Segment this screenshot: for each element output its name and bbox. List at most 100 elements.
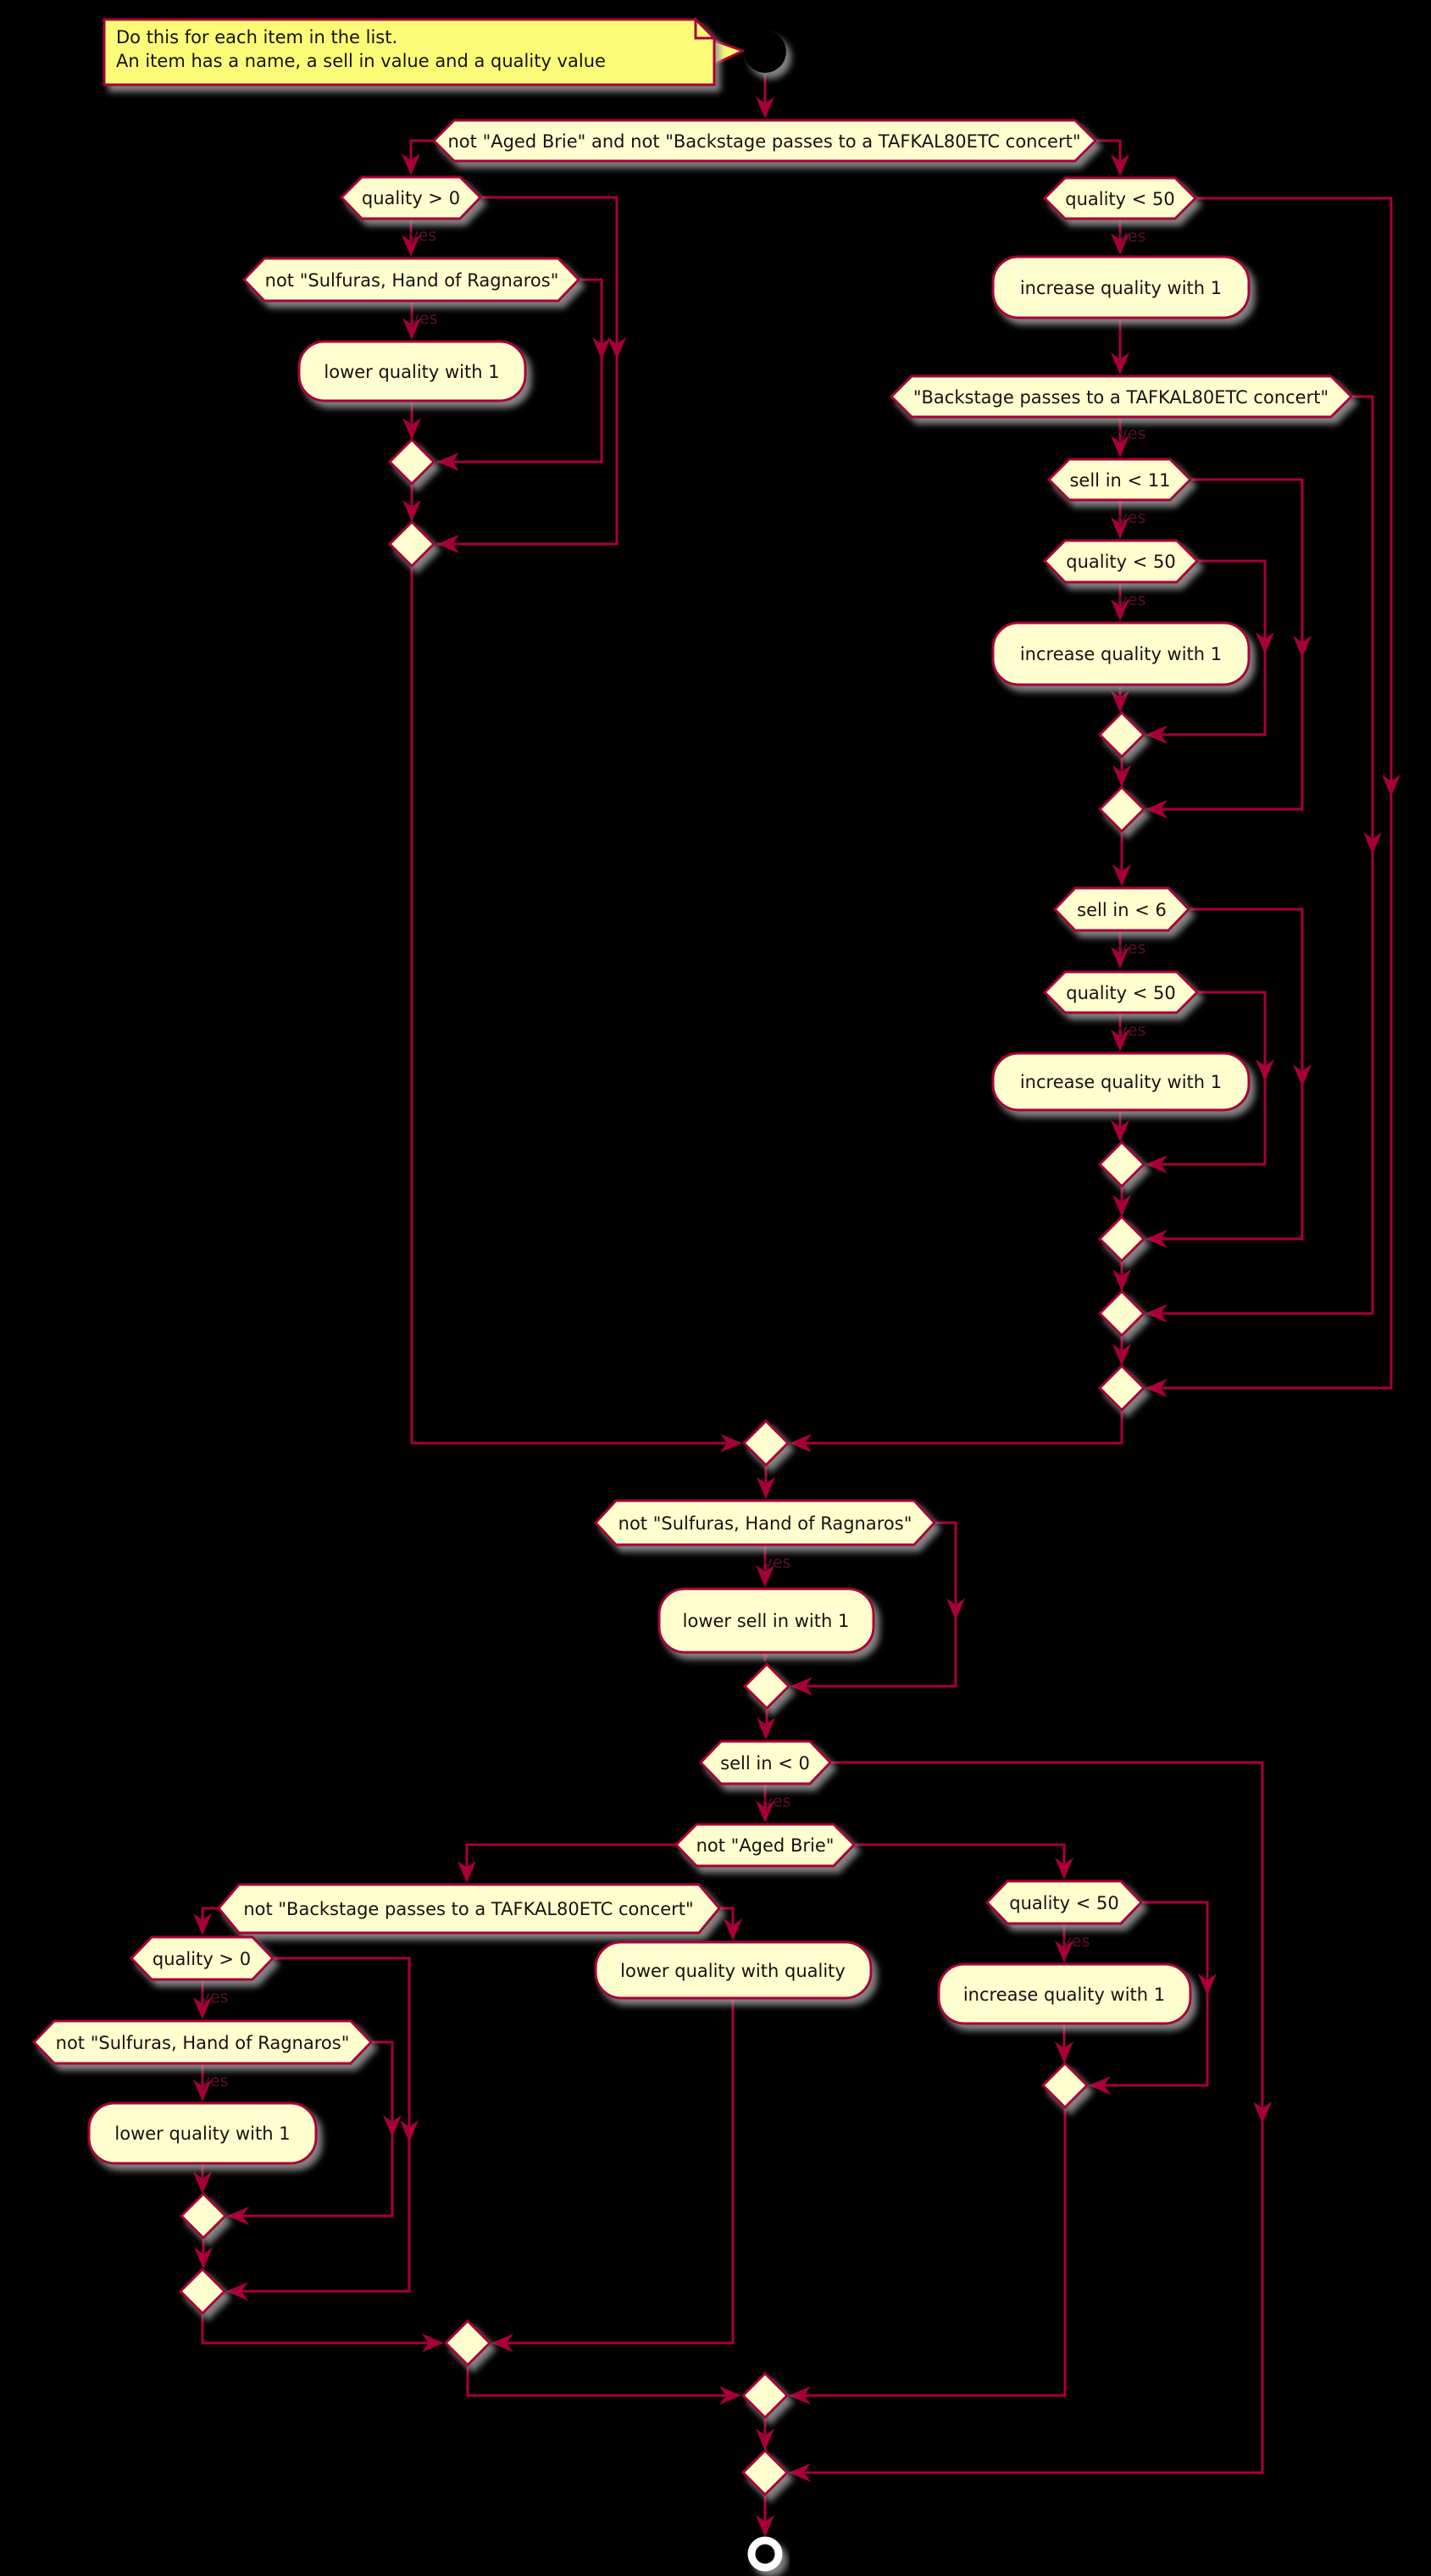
note-line-2: An item has a name, a sell in value and … bbox=[116, 51, 606, 71]
activity-increase-quality-with-1-d: increase quality with 1 bbox=[937, 1963, 1192, 2025]
activity-box bbox=[87, 2101, 318, 2165]
edge-right-branch-to-main-merge bbox=[798, 1410, 1123, 1445]
decision-backstage-passes: "Backstage passes to a TAFKAL80ETC conce… bbox=[889, 375, 1354, 419]
merge-diamond bbox=[179, 2191, 228, 2240]
yes-label: yes bbox=[1118, 1021, 1146, 1040]
merge-diamond bbox=[387, 437, 436, 486]
edge-lowerqq-to-m1 bbox=[502, 1998, 735, 2345]
decision-label: not "Aged Brie" bbox=[696, 1835, 835, 1856]
activity-label: increase quality with 1 bbox=[1020, 278, 1222, 298]
decision-label: quality < 50 bbox=[1009, 1893, 1119, 1913]
hexagon bbox=[129, 1935, 275, 1981]
merge-diamond bbox=[1097, 785, 1146, 834]
note-fold-icon bbox=[694, 16, 718, 40]
activity-box bbox=[594, 1940, 873, 2000]
merge-diamond bbox=[1097, 710, 1146, 759]
hexagon bbox=[1042, 176, 1198, 220]
decision-label: sell in < 0 bbox=[720, 1753, 810, 1774]
yes-label: yes bbox=[1118, 425, 1146, 443]
decision-label: sell in < 11 bbox=[1069, 470, 1170, 491]
decision-sell-in-lt-11: sell in < 11 bbox=[1046, 458, 1193, 502]
activity-lower-quality-with-quality: lower quality with quality bbox=[594, 1940, 873, 2000]
activity-box bbox=[991, 255, 1251, 319]
decision-label: quality < 50 bbox=[1066, 552, 1176, 572]
edge-qualitygt0-false bbox=[437, 196, 618, 546]
edge-notsulfuras-false bbox=[437, 278, 603, 464]
activity-box bbox=[991, 1052, 1251, 1112]
note-pointer bbox=[713, 38, 746, 67]
merge-diamond bbox=[1097, 1140, 1146, 1189]
yes-label: yes bbox=[1062, 1932, 1090, 1951]
merge-diamond bbox=[387, 519, 436, 569]
decision-sell-in-lt-0: sell in < 0 bbox=[698, 1740, 833, 1785]
yes-label: yes bbox=[1118, 591, 1146, 609]
decision-label: quality < 50 bbox=[1066, 983, 1176, 1003]
hexagon bbox=[339, 175, 483, 220]
yes-label: yes bbox=[409, 226, 437, 245]
merge-diamond bbox=[1040, 2061, 1090, 2110]
start-node bbox=[744, 31, 786, 73]
edge-first-decision-false bbox=[1095, 139, 1122, 173]
merge-diamond bbox=[741, 1418, 790, 1468]
hexagon bbox=[985, 1879, 1144, 1925]
edge-qualitygt0b-false bbox=[236, 1957, 411, 2293]
activity-box bbox=[937, 1963, 1192, 2025]
decision-quality-lt-50-c: quality < 50 bbox=[1042, 970, 1200, 1014]
decision-not-backstage-2: not "Backstage passes to a TAFKAL80ETC c… bbox=[217, 1883, 721, 1935]
hexagon bbox=[1042, 539, 1200, 584]
end-node bbox=[747, 2536, 783, 2572]
merge-diamond bbox=[443, 2318, 492, 2368]
yes-label: yes bbox=[410, 309, 438, 328]
edge-notagedbrie-true bbox=[465, 1843, 676, 1879]
decision-quality-lt-50-d: quality < 50 bbox=[985, 1879, 1144, 1925]
note-line-1: Do this for each item in the list. bbox=[116, 27, 397, 47]
decision-quality-gt-0-b: quality > 0 bbox=[129, 1935, 275, 1981]
decision-label: not "Sulfuras, Hand of Ragnaros" bbox=[56, 2033, 350, 2053]
yes-label: yes bbox=[201, 1988, 229, 2007]
hexagon bbox=[431, 119, 1098, 163]
activity-increase-quality-with-1: increase quality with 1 bbox=[991, 255, 1251, 319]
yes-label: yes bbox=[1118, 508, 1146, 527]
decision-not-sulfuras-2: not "Sulfuras, Hand of Ragnaros" bbox=[593, 1499, 937, 1546]
yes-label: yes bbox=[763, 1792, 791, 1811]
decision-label: quality > 0 bbox=[153, 1949, 251, 1969]
activity-box bbox=[991, 621, 1251, 686]
edge-m1-to-m2 bbox=[466, 2365, 731, 2397]
edge-notagedbrie-false bbox=[854, 1843, 1066, 1874]
hexagon bbox=[698, 1740, 833, 1785]
activity-label: lower quality with 1 bbox=[114, 2124, 290, 2144]
note: Do this for each item in the list. An it… bbox=[103, 16, 746, 86]
branch-labels: yes yes yes yes yes yes yes yes yes yes … bbox=[201, 226, 1146, 2090]
activity-label: increase quality with 1 bbox=[963, 1985, 1165, 2005]
decision-quality-lt-50-b: quality < 50 bbox=[1042, 539, 1200, 584]
edge-dq-to-m2 bbox=[799, 2107, 1067, 2397]
merge-diamond bbox=[740, 2371, 790, 2420]
hexagon bbox=[1046, 458, 1193, 502]
decision-label: not "Aged Brie" and not "Backstage passe… bbox=[448, 131, 1081, 152]
decision-label: "Backstage passes to a TAFKAL80ETC conce… bbox=[913, 387, 1328, 408]
edge-backstage-false bbox=[1156, 395, 1374, 1315]
activity-label: lower sell in with 1 bbox=[683, 1611, 850, 1631]
activity-increase-quality-with-1-c: increase quality with 1 bbox=[991, 1052, 1251, 1112]
merge-diamond bbox=[1097, 1214, 1146, 1263]
decision-label: quality < 50 bbox=[1065, 189, 1175, 209]
activity-label: increase quality with 1 bbox=[1020, 1072, 1222, 1092]
yes-label: yes bbox=[201, 2072, 229, 2090]
activity-lower-quality-with-1: lower quality with 1 bbox=[297, 340, 527, 402]
merge-diamond bbox=[740, 2448, 790, 2497]
activity-box bbox=[657, 1587, 875, 1654]
edge-first-decision-true bbox=[409, 139, 434, 172]
merge-diamond bbox=[1097, 1289, 1146, 1338]
activity-box bbox=[297, 340, 527, 402]
edges bbox=[201, 74, 1393, 2534]
merge-diamond bbox=[1097, 1363, 1146, 1413]
decision-quality-gt-0: quality > 0 bbox=[339, 175, 483, 220]
hexagon bbox=[241, 257, 581, 303]
hexagon bbox=[593, 1499, 937, 1546]
edge-notsulfuras2-false bbox=[799, 1521, 957, 1688]
decision-not-sulfuras-3: not "Sulfuras, Hand of Ragnaros" bbox=[31, 2019, 374, 2065]
hexagon bbox=[674, 1823, 857, 1868]
activity-lower-sell-in-with-1: lower sell in with 1 bbox=[657, 1587, 875, 1654]
decision-sell-in-lt-6: sell in < 6 bbox=[1052, 886, 1191, 932]
decision-label: not "Backstage passes to a TAFKAL80ETC c… bbox=[243, 1899, 693, 1919]
